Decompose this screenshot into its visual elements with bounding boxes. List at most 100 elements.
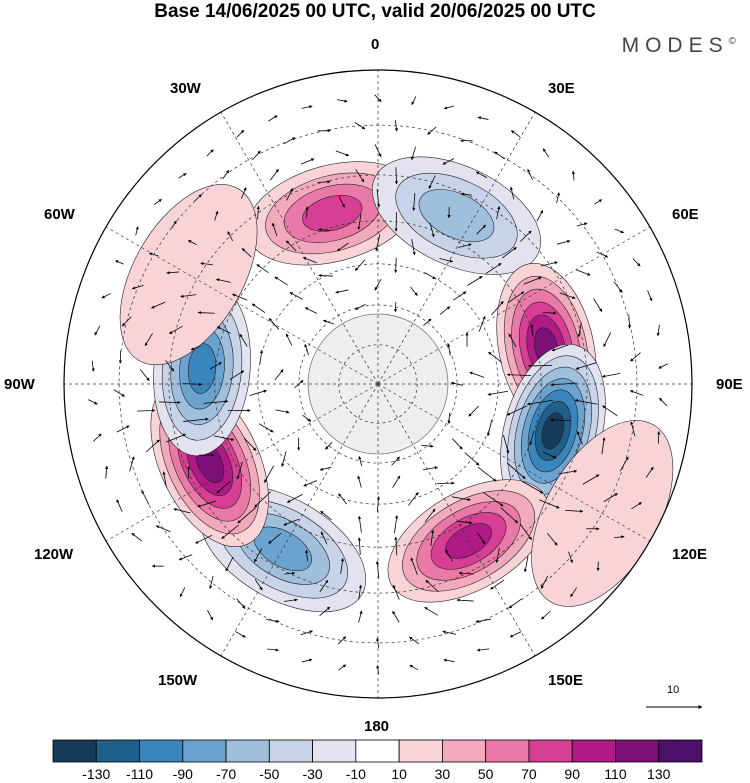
wind-arrow: [274, 276, 288, 286]
wind-arrow: [266, 618, 280, 623]
lon-label-150w: 150W: [158, 672, 198, 689]
wind-arrow: [173, 507, 191, 514]
wind-arrow: [243, 437, 257, 451]
colorbar-cell: [355, 739, 400, 763]
anomaly-field: [119, 156, 674, 613]
graticule: [64, 70, 692, 698]
wind-arrow: [376, 665, 380, 675]
wind-arrow: [506, 405, 527, 416]
wind-arrow: [447, 343, 451, 356]
colorbar-cell: [95, 739, 140, 763]
wind-arrow: [510, 130, 521, 138]
meridian-line: [377, 383, 536, 657]
wind-arrow: [335, 289, 349, 294]
wind-arrow: [439, 306, 451, 315]
wind-arrow: [183, 417, 209, 422]
wind-arrow: [392, 584, 400, 600]
wind-arrow: [658, 363, 668, 369]
wind-arrow: [179, 587, 186, 598]
wind-arrow: [376, 189, 381, 208]
wind-arrow: [423, 318, 432, 326]
wind-arrow: [335, 150, 350, 157]
wind-arrow: [229, 370, 245, 380]
colorbar-cell: [52, 739, 97, 763]
wind-arrow: [216, 278, 231, 283]
lon-label-60w: 60W: [44, 206, 75, 223]
wind-arrow: [594, 199, 603, 205]
wind-arrow: [301, 658, 313, 663]
wind-arrow: [338, 664, 347, 671]
wind-arrow: [268, 532, 282, 544]
wind-arrow: [144, 333, 153, 347]
wind-arrow: [283, 598, 298, 602]
colorbar-tick-label: -90: [173, 766, 193, 782]
wind-arrow: [105, 465, 109, 479]
lon-label-0: 0: [371, 36, 380, 53]
wind-arrow: [541, 610, 551, 620]
lon-label-60e: 60E: [672, 206, 699, 223]
wind-arrow: [477, 116, 489, 120]
wind-arrow: [195, 534, 213, 544]
wind-arrow: [286, 493, 303, 503]
wind-arrow: [509, 631, 522, 638]
wind-arrow: [300, 630, 313, 636]
wind-arrow: [487, 390, 508, 396]
wind-arrow: [358, 610, 363, 623]
wind-arrow: [178, 554, 193, 561]
wind-arrow: [394, 515, 399, 534]
colorbar-tick-label: 30: [435, 766, 451, 782]
wind-arrow: [285, 240, 297, 252]
wind-arrow: [451, 438, 463, 450]
reference-vector-label: 10: [667, 684, 680, 696]
wind-arrow: [506, 373, 531, 377]
colorbar-tick-label: -10: [346, 766, 366, 782]
wind-arrow: [502, 246, 517, 259]
wind-arrow: [645, 466, 654, 478]
wind-arrow: [227, 231, 233, 242]
colorbar-cell: [312, 739, 357, 763]
wind-arrow: [318, 228, 330, 232]
wind-arrow: [521, 480, 544, 494]
wind-arrow: [603, 493, 618, 502]
wind-arrow: [631, 502, 642, 510]
wind-arrow: [659, 397, 668, 407]
wind-arrow: [336, 242, 349, 252]
wind-arrow: [551, 344, 569, 352]
colorbar-cell: [441, 739, 487, 763]
wind-arrow: [235, 631, 246, 638]
wind-arrow: [197, 311, 215, 315]
wind-arrow: [207, 610, 214, 621]
wind-arrow: [614, 228, 624, 234]
colorbar-tick-label: 70: [521, 766, 537, 782]
wind-arrow: [264, 465, 275, 483]
wind-arrow: [216, 480, 231, 494]
colorbar-tick-label: 130: [647, 766, 671, 782]
wind-arrow: [629, 390, 644, 396]
wind-arrow: [392, 475, 401, 488]
wind-arrow: [523, 276, 542, 285]
wind-arrow: [236, 129, 245, 138]
brand-logo: MODES©: [621, 34, 736, 57]
wind-arrow: [338, 196, 345, 208]
wind-arrow: [374, 94, 382, 103]
wind-arrow: [135, 226, 139, 236]
wind-arrow: [508, 291, 525, 303]
map-title: Base 14/06/2025 00 UTC, valid 20/06/2025…: [154, 1, 596, 22]
parallel-circle: [214, 220, 542, 548]
colorbar-cell: [268, 739, 314, 763]
wind-arrow: [430, 529, 435, 547]
wind-arrow: [571, 170, 575, 181]
parallel-circle: [298, 304, 458, 464]
colorbar-cell: [571, 739, 616, 763]
map-boundary: [63, 69, 693, 699]
wind-arrow: [357, 537, 361, 555]
wind-arrow: [169, 325, 183, 335]
wind-arrow: [241, 248, 252, 258]
anomaly-contour-7-4: [187, 343, 217, 394]
wind-arrow: [411, 96, 417, 106]
meridian-line: [220, 111, 379, 385]
wind-arrow: [577, 322, 582, 338]
wind-arrow: [358, 584, 362, 600]
wind-arrow: [542, 311, 557, 315]
